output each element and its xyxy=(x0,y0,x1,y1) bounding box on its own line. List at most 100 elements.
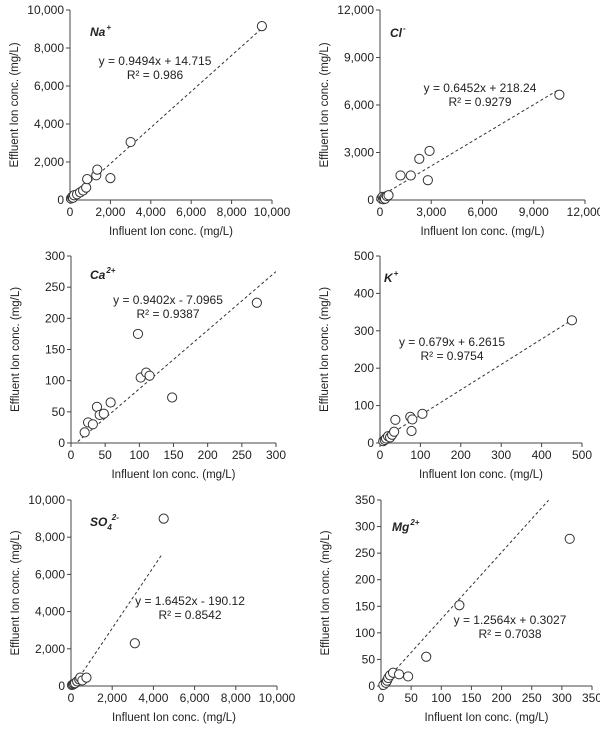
chart-panel-k: 0 100 200 300 400 500 0 100 200 300 400 500 Influent… xyxy=(300,244,600,488)
data-point xyxy=(82,174,93,185)
data-point xyxy=(79,427,90,438)
regression-equation: y = 1.6452x - 190.12 xyxy=(135,594,245,608)
chart-panel-mg: 0 50 100 150 200 250 300 350 0 50 100 150 200 250 300 3… xyxy=(300,488,600,732)
chart-panel-ca: 0 50 100 150 200 250 300 0 50 100 150 200 250 300 Infl… xyxy=(0,244,300,488)
data-point xyxy=(125,136,136,148)
data-point xyxy=(421,651,432,662)
regression-equation: y = 0.679x + 6.2615 xyxy=(399,335,505,349)
data-point xyxy=(105,173,116,184)
y-tick-label: 0 xyxy=(58,436,65,450)
ion-label: SO42- xyxy=(90,513,119,532)
y-tick-label: 100 xyxy=(355,626,375,640)
data-point xyxy=(105,397,116,408)
x-tick-label: 8,000 xyxy=(221,691,251,705)
chart-panel-cl: 0 3,000 6,000 9,000 12,000 0 3,000 6,000 9,000 12… xyxy=(300,0,600,244)
data-point xyxy=(383,190,394,201)
data-point xyxy=(406,425,417,437)
y-tick-label: 0 xyxy=(367,436,374,450)
x-axis-label: Influent Ion conc. (mg/L) xyxy=(420,226,544,238)
x-tick-label: 3,000 xyxy=(416,205,446,219)
regression-equation: y = 0.9494x + 14.715 xyxy=(99,54,212,68)
y-tick-label: 10,000 xyxy=(28,493,65,507)
data-point xyxy=(424,145,435,157)
x-tick-label: 0 xyxy=(67,205,74,219)
data-point xyxy=(403,671,414,682)
chart-svg-k: 0 100 200 300 400 500 0 100 200 300 400 500 Influent… xyxy=(319,249,592,481)
y-tick-label: 3,000 xyxy=(344,146,374,160)
x-tick-label: 0 xyxy=(378,691,385,705)
x-tick-label: 2,000 xyxy=(97,691,127,705)
data-point xyxy=(417,408,428,419)
regression-equation: y = 0.6452x + 218.24 xyxy=(424,81,537,95)
y-tick-label: 4,000 xyxy=(35,605,65,619)
data-point xyxy=(81,672,92,683)
y-tick-label: 0 xyxy=(367,193,374,207)
ion-label: Na+ xyxy=(90,23,111,39)
r-squared-label: R² = 0.986 xyxy=(127,68,184,82)
data-point xyxy=(395,170,406,181)
y-axis-label: Effluent Ion conc. (mg/L) xyxy=(9,42,21,167)
data-point xyxy=(566,315,577,326)
data-point xyxy=(393,669,405,680)
x-tick-label: 12,000 xyxy=(567,205,600,219)
ion-label: Cl- xyxy=(390,24,406,40)
regression-equation: y = 0.9402x - 7.0965 xyxy=(113,293,223,307)
trendline xyxy=(73,554,163,686)
y-tick-label: 400 xyxy=(354,286,374,300)
data-point xyxy=(98,408,109,419)
data-point xyxy=(132,328,144,340)
y-tick-label: 350 xyxy=(355,493,375,507)
x-tick-label: 100 xyxy=(410,448,430,462)
x-tick-label: 6,000 xyxy=(180,691,210,705)
chart-svg-cl: 0 3,000 6,000 9,000 12,000 0 3,000 6,000 9,000 12… xyxy=(319,3,600,238)
data-point xyxy=(422,175,433,186)
x-tick-label: 0 xyxy=(377,448,384,462)
y-tick-label: 4,000 xyxy=(34,117,64,131)
x-tick-label: 0 xyxy=(68,448,75,462)
regression-equation: y = 1.2564x + 0.3027 xyxy=(454,613,567,627)
ion-label: Ca2+ xyxy=(90,266,116,282)
x-tick-label: 50 xyxy=(404,691,418,705)
chart-svg-mg: 0 50 100 150 200 250 300 350 0 50 100 150 200 250 300 3… xyxy=(320,493,600,724)
x-tick-label: 4,000 xyxy=(136,205,166,219)
y-tick-label: 150 xyxy=(45,343,65,357)
x-tick-label: 300 xyxy=(491,448,511,462)
y-tick-label: 0 xyxy=(58,679,65,693)
y-tick-label: 100 xyxy=(354,399,374,413)
data-point xyxy=(564,533,575,544)
x-tick-label: 2,000 xyxy=(95,205,125,219)
data-point xyxy=(256,21,267,32)
x-tick-label: 0 xyxy=(377,205,384,219)
data-point xyxy=(390,414,401,425)
x-tick-label: 200 xyxy=(451,448,471,462)
chart-panel-na: 0 2,000 4,000 6,000 8,000 10,000 0 2,000 4,000 6,… xyxy=(0,0,300,244)
y-tick-label: 6,000 xyxy=(34,79,64,93)
y-axis-label: Effluent Ion conc. (mg/L) xyxy=(10,530,22,655)
x-axis-label: Influent Ion conc. (mg/L) xyxy=(112,712,236,724)
x-axis-label: Influent Ion conc. (mg/L) xyxy=(109,226,233,238)
data-point xyxy=(144,370,155,381)
ion-label: K+ xyxy=(384,269,399,285)
x-tick-label: 9,000 xyxy=(519,205,549,219)
data-point xyxy=(554,89,565,100)
data-point xyxy=(251,297,262,308)
x-tick-label: 8,000 xyxy=(217,205,247,219)
y-tick-label: 200 xyxy=(45,311,65,325)
x-tick-label: 200 xyxy=(198,448,218,462)
x-tick-label: 200 xyxy=(492,691,512,705)
y-tick-label: 300 xyxy=(355,520,375,534)
y-tick-label: 500 xyxy=(354,249,374,263)
data-point xyxy=(81,182,92,193)
data-point xyxy=(454,600,465,611)
x-tick-label: 300 xyxy=(552,691,572,705)
y-tick-label: 10,000 xyxy=(27,3,64,17)
y-axis-label: Effluent Ion conc. (mg/L) xyxy=(320,530,332,655)
x-tick-label: 6,000 xyxy=(467,205,497,219)
y-tick-label: 9,000 xyxy=(344,51,374,65)
x-axis-label: Influent Ion conc. (mg/L) xyxy=(111,469,235,481)
y-tick-label: 200 xyxy=(355,573,375,587)
y-tick-label: 50 xyxy=(52,405,66,419)
data-point xyxy=(389,426,400,437)
y-tick-label: 0 xyxy=(368,679,375,693)
y-tick-label: 100 xyxy=(45,374,65,388)
